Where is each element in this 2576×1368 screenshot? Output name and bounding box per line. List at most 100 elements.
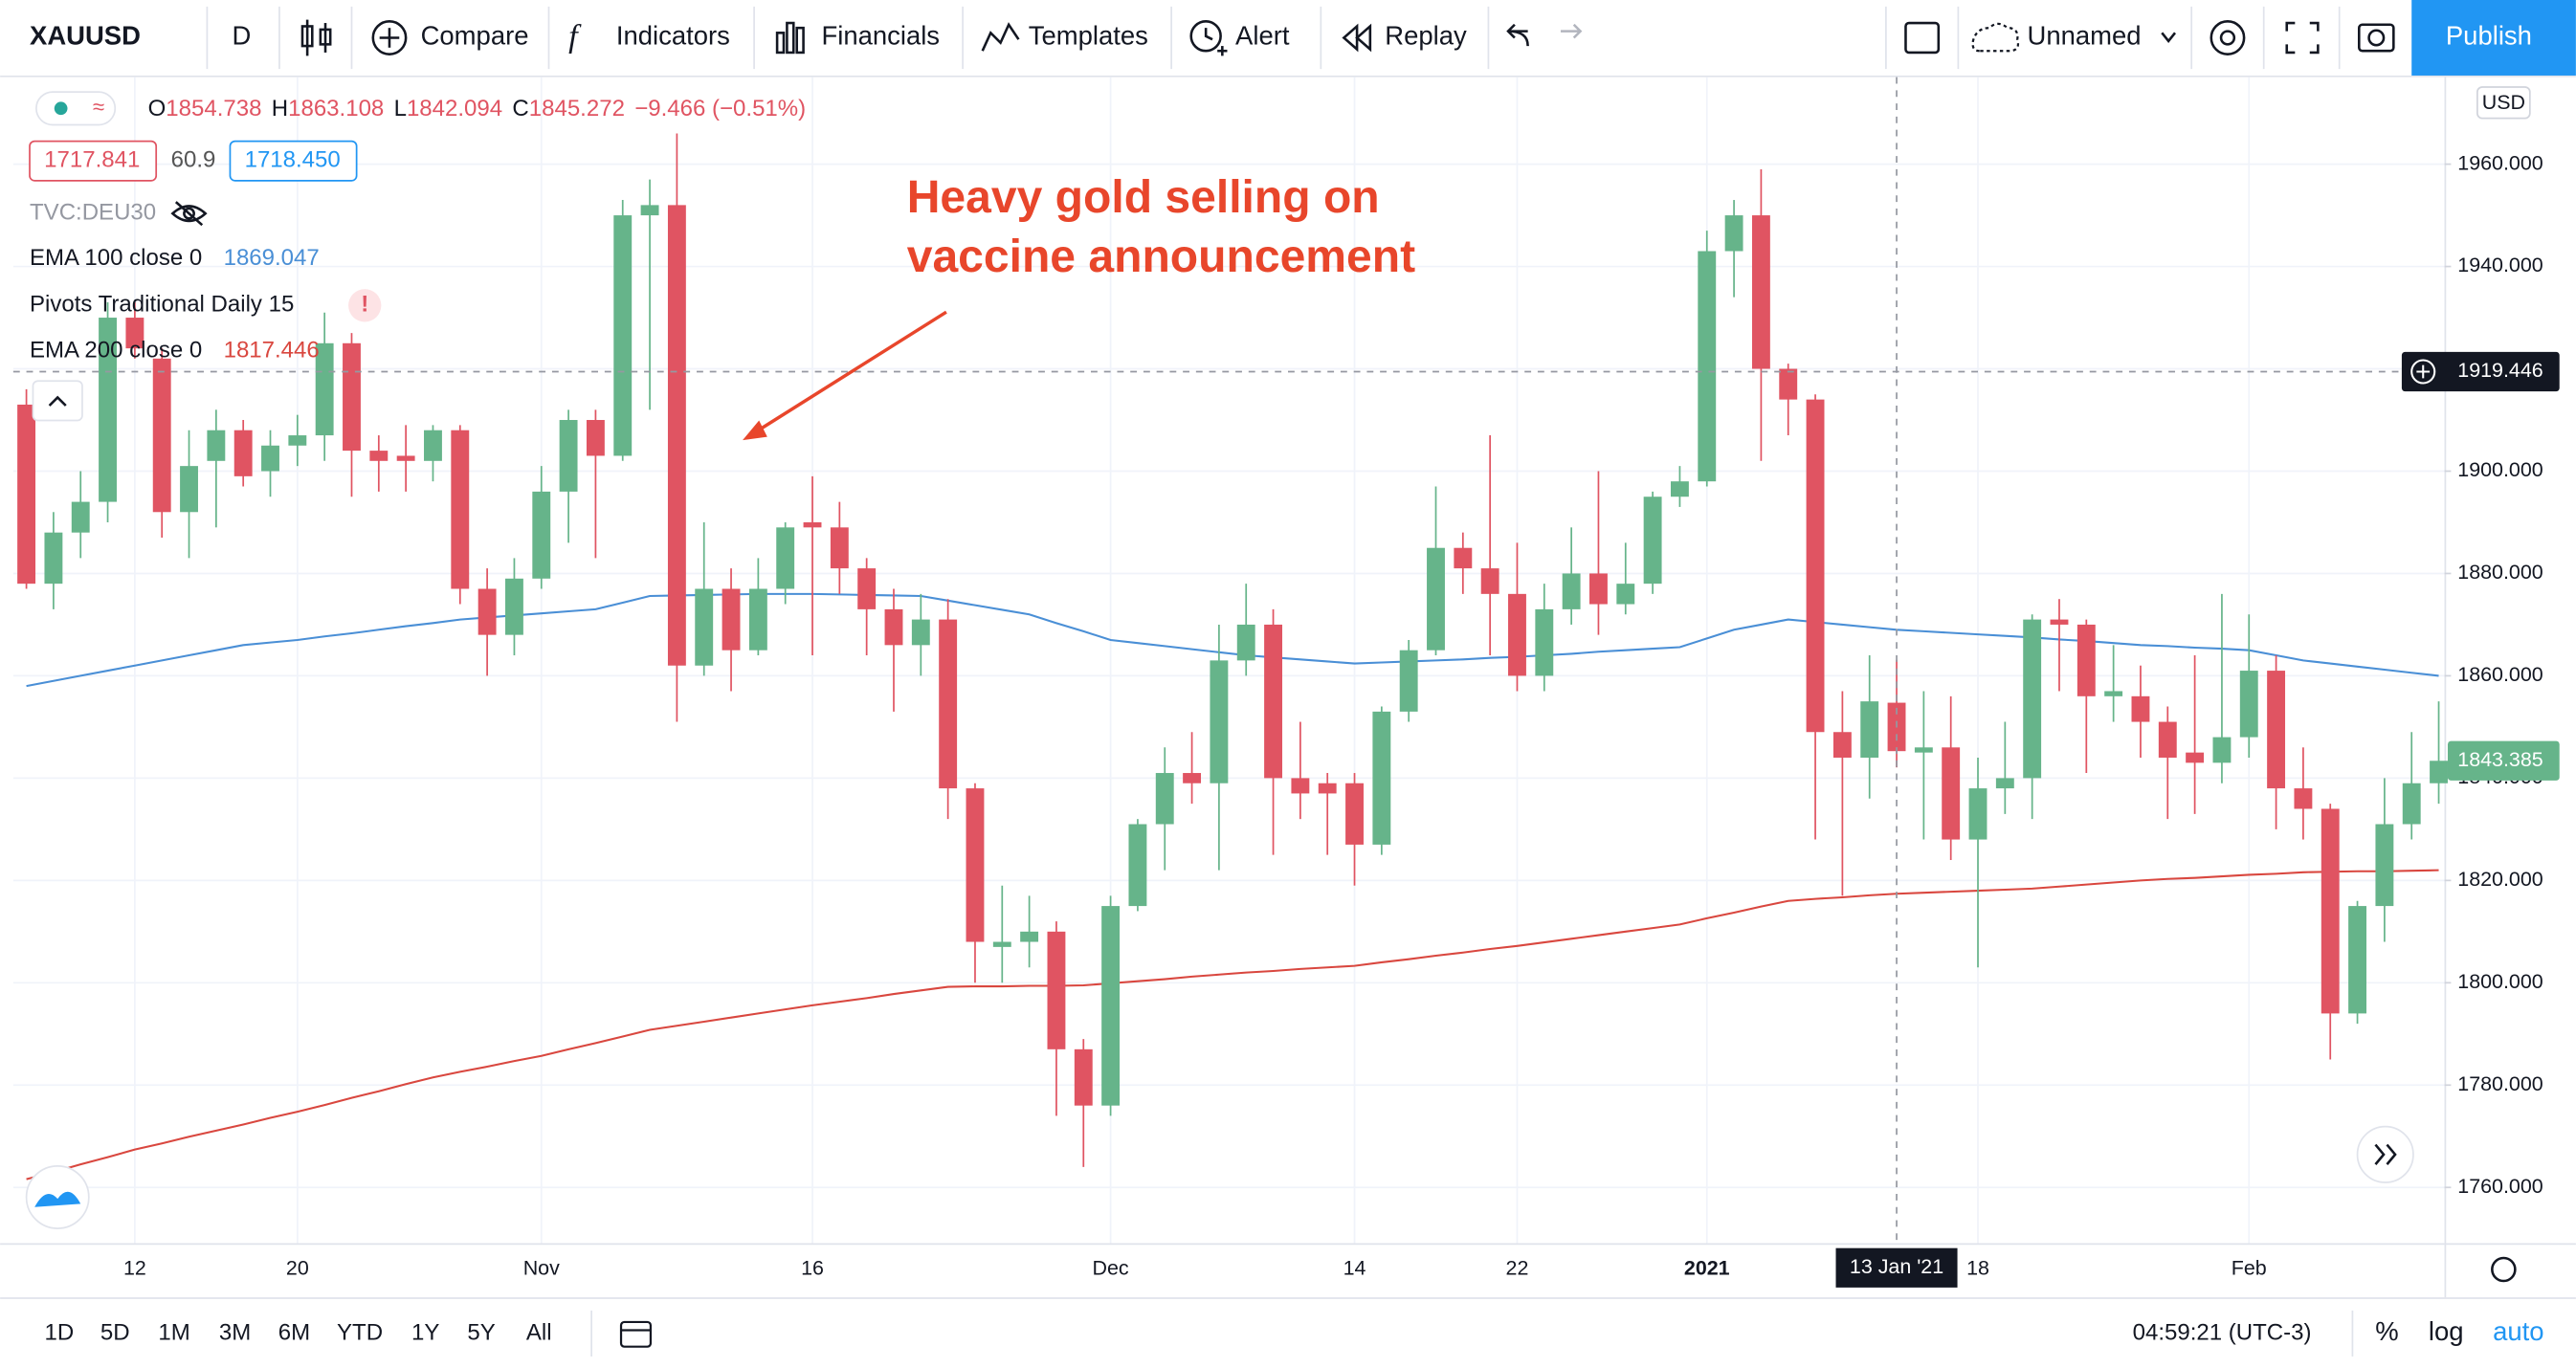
settings-icon[interactable]	[2210, 20, 2246, 55]
range-button[interactable]: All	[526, 1319, 552, 1345]
ask-price[interactable]: 1718.450	[245, 147, 341, 173]
financials-icon[interactable]	[775, 21, 805, 55]
logo[interactable]	[34, 1191, 81, 1207]
candle-body	[939, 619, 958, 789]
warning-mark[interactable]: !	[361, 292, 368, 318]
publish-label[interactable]: Publish	[2446, 21, 2532, 51]
currency-box[interactable]	[2476, 86, 2531, 120]
collapse-legend-button[interactable]	[32, 380, 83, 422]
range-button[interactable]: 1Y	[411, 1319, 439, 1345]
crosshair-time-box	[1835, 1247, 1958, 1288]
candle-body	[2131, 695, 2150, 722]
interval[interactable]: D	[233, 21, 252, 51]
goto-date-icon[interactable]	[619, 1320, 653, 1348]
candle-body	[613, 215, 633, 456]
crosshair-plus[interactable]	[2416, 364, 2431, 379]
layout-dropdown[interactable]	[2161, 32, 2177, 43]
ema100-legend: EMA 100 close 0 1869.047	[30, 246, 320, 272]
candle-body	[1779, 368, 1798, 400]
range-button[interactable]: 5D	[100, 1319, 130, 1345]
chart-type-icon[interactable]	[300, 19, 332, 56]
candle-body	[2267, 671, 2286, 789]
warning-badge[interactable]	[348, 289, 382, 322]
candle-body	[1562, 573, 1581, 609]
candle-body	[2186, 752, 2205, 763]
hidden-icon[interactable]	[170, 201, 208, 227]
scroll-right-icon[interactable]	[2374, 1143, 2397, 1165]
x-tick-label: Nov	[523, 1257, 560, 1280]
legend: ≈ O1854.738 H1863.108 L1842.094 C1845.272 −9…	[29, 91, 806, 422]
y-tick-label: 1860.000	[2457, 663, 2543, 686]
undo-button[interactable]	[1506, 23, 1529, 47]
range-button[interactable]: YTD	[337, 1319, 383, 1345]
candle-body	[1616, 584, 1635, 605]
candle-body	[830, 527, 849, 569]
candle-body	[343, 342, 361, 452]
candle-body	[369, 451, 389, 461]
candle-body	[2294, 788, 2313, 809]
candle-body	[722, 588, 741, 651]
ask-box[interactable]	[229, 140, 358, 182]
x-tick-label: 22	[1506, 1257, 1529, 1280]
symbol[interactable]: XAUUSD	[30, 21, 141, 51]
range-button[interactable]: 5Y	[467, 1319, 495, 1345]
layout-icon[interactable]	[1904, 21, 1941, 55]
candle-body	[1535, 608, 1554, 676]
status-pill	[35, 91, 117, 126]
publish-button[interactable]	[2411, 0, 2576, 76]
compare-icon[interactable]	[371, 20, 408, 55]
redo-button[interactable]	[1560, 23, 1583, 39]
candle-body	[1914, 747, 1933, 753]
compare-button[interactable]: Compare	[421, 21, 529, 51]
ohlc-letter: L	[394, 96, 407, 121]
candle-body	[477, 588, 497, 635]
indicators-button[interactable]: Indicators	[616, 21, 730, 51]
financials-button[interactable]: Financials	[821, 21, 940, 51]
range-button[interactable]: 1M	[158, 1319, 189, 1345]
candle-body	[1832, 732, 1852, 758]
snapshot-icon[interactable]	[2357, 23, 2395, 53]
axis-settings-icon[interactable]	[2491, 1256, 2517, 1283]
candle-body	[1074, 1048, 1093, 1106]
plot-area: USD1760.0001780.0001800.0001820.0001840.…	[0, 77, 2576, 1298]
scroll-right-button[interactable]	[2356, 1125, 2414, 1183]
bottom-bar: 04:59:21 (UTC-3) % log auto 1D 5D 1M 3M 6M YT…	[0, 1297, 2576, 1357]
range-button[interactable]: 3M	[219, 1319, 251, 1345]
cloud-icon[interactable]	[1971, 22, 2020, 53]
replay-button[interactable]: Replay	[1385, 21, 1467, 51]
percent-toggle[interactable]: %	[2375, 1316, 2398, 1346]
fullscreen-icon[interactable]	[2285, 21, 2320, 55]
templates-icon[interactable]	[981, 22, 1020, 52]
layout-name[interactable]: Unnamed	[2028, 21, 2142, 51]
crosshair-plus[interactable]	[2410, 359, 2436, 385]
bid-box[interactable]	[29, 140, 158, 182]
ohlc-value: 1854.738	[166, 96, 261, 121]
alert-icon[interactable]	[1189, 20, 1228, 56]
range-button[interactable]: 6M	[278, 1319, 310, 1345]
log-toggle[interactable]: log	[2429, 1316, 2464, 1346]
candle-body	[748, 588, 767, 651]
candle-body	[2076, 624, 2096, 696]
indicator-value: 1817.446	[224, 338, 320, 364]
y-tick-label: 1940.000	[2457, 254, 2543, 276]
collapse-icon[interactable]	[48, 395, 67, 407]
candle-body	[288, 435, 307, 446]
candle-body	[1399, 650, 1418, 712]
candle-body	[180, 466, 198, 513]
bid-price[interactable]: 1717.841	[44, 147, 140, 173]
candle-body	[424, 430, 442, 461]
candle-body	[1128, 824, 1147, 907]
candle-body	[1589, 573, 1608, 605]
change: −9.466 (−0.51%)	[634, 96, 806, 121]
auto-toggle[interactable]: auto	[2493, 1316, 2543, 1346]
candle-body	[857, 568, 877, 609]
candle-body	[1860, 701, 1879, 758]
templates-button[interactable]: Templates	[1029, 21, 1148, 51]
range-button[interactable]: 1D	[45, 1319, 75, 1345]
alert-button[interactable]: Alert	[1235, 21, 1290, 51]
currency[interactable]: USD	[2482, 91, 2525, 114]
candle-body	[233, 430, 253, 476]
logo-button[interactable]	[25, 1164, 90, 1229]
replay-icon[interactable]	[1342, 23, 1372, 53]
